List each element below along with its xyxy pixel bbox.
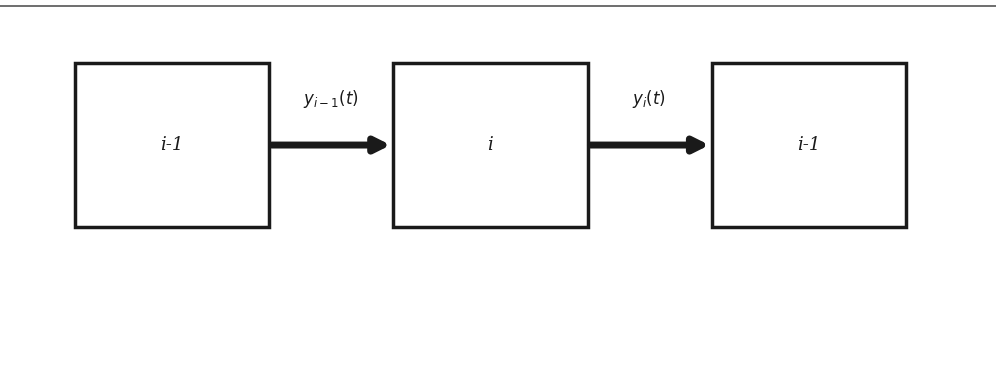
Bar: [712, 63, 906, 227]
Text: $y_{i-1}(t)$: $y_{i-1}(t)$: [303, 88, 359, 110]
Bar: [393, 63, 588, 227]
Text: i: i: [487, 136, 493, 154]
Text: i-1: i-1: [159, 136, 183, 154]
Text: i-1: i-1: [797, 136, 821, 154]
Bar: [75, 63, 269, 227]
Text: $y_{i}(t)$: $y_{i}(t)$: [632, 88, 666, 110]
